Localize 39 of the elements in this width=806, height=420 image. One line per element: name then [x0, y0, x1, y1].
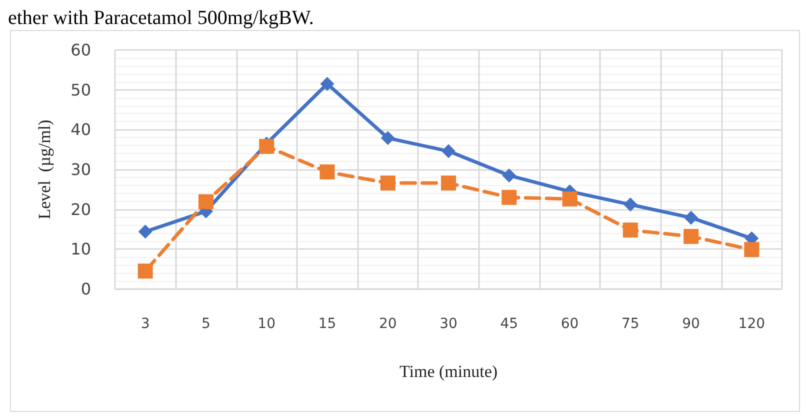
- point: [442, 144, 456, 158]
- point: [502, 190, 517, 205]
- point: [138, 264, 153, 279]
- point: [684, 228, 699, 244]
- x-tick-label: 3: [140, 316, 150, 332]
- point: [623, 198, 638, 212]
- point: [684, 210, 698, 225]
- point: [138, 224, 152, 239]
- point: [198, 194, 214, 210]
- point: [320, 164, 335, 180]
- y-tick-label: 20: [70, 200, 91, 219]
- y-tick-label: 60: [70, 40, 91, 60]
- x-tick-label: 90: [682, 316, 700, 332]
- point: [622, 222, 638, 238]
- point: [380, 131, 395, 146]
- point: [320, 76, 334, 91]
- point: [502, 168, 516, 182]
- x-tick-label: 5: [201, 316, 210, 332]
- text: ether with Paracetamol 500mg/kgBW.: [8, 7, 314, 29]
- x-axis-title: Time (minute): [399, 362, 498, 381]
- y-tick-label: 30: [70, 160, 91, 179]
- x-tick-label: 45: [500, 316, 518, 332]
- x-tick-label: 60: [560, 316, 579, 332]
- x-tick-label: 120: [738, 316, 766, 332]
- y-tick-label: 40: [70, 120, 91, 140]
- x-tick-label: 30: [440, 316, 458, 332]
- y-tick-label: 50: [70, 80, 91, 100]
- x-tick-label: 75: [621, 316, 640, 332]
- y-tick-label: 10: [70, 240, 91, 259]
- x-tick-label: 15: [318, 316, 336, 332]
- point: [259, 138, 274, 154]
- point: [744, 242, 760, 258]
- point: [380, 176, 396, 191]
- point: [441, 176, 456, 191]
- point: [562, 191, 578, 206]
- y-axis-title: Level (µg/ml): [35, 120, 54, 220]
- y-tick-label: 0: [80, 280, 91, 298]
- x-tick-label: 10: [258, 316, 276, 332]
- x-tick-label: 20: [378, 316, 397, 332]
